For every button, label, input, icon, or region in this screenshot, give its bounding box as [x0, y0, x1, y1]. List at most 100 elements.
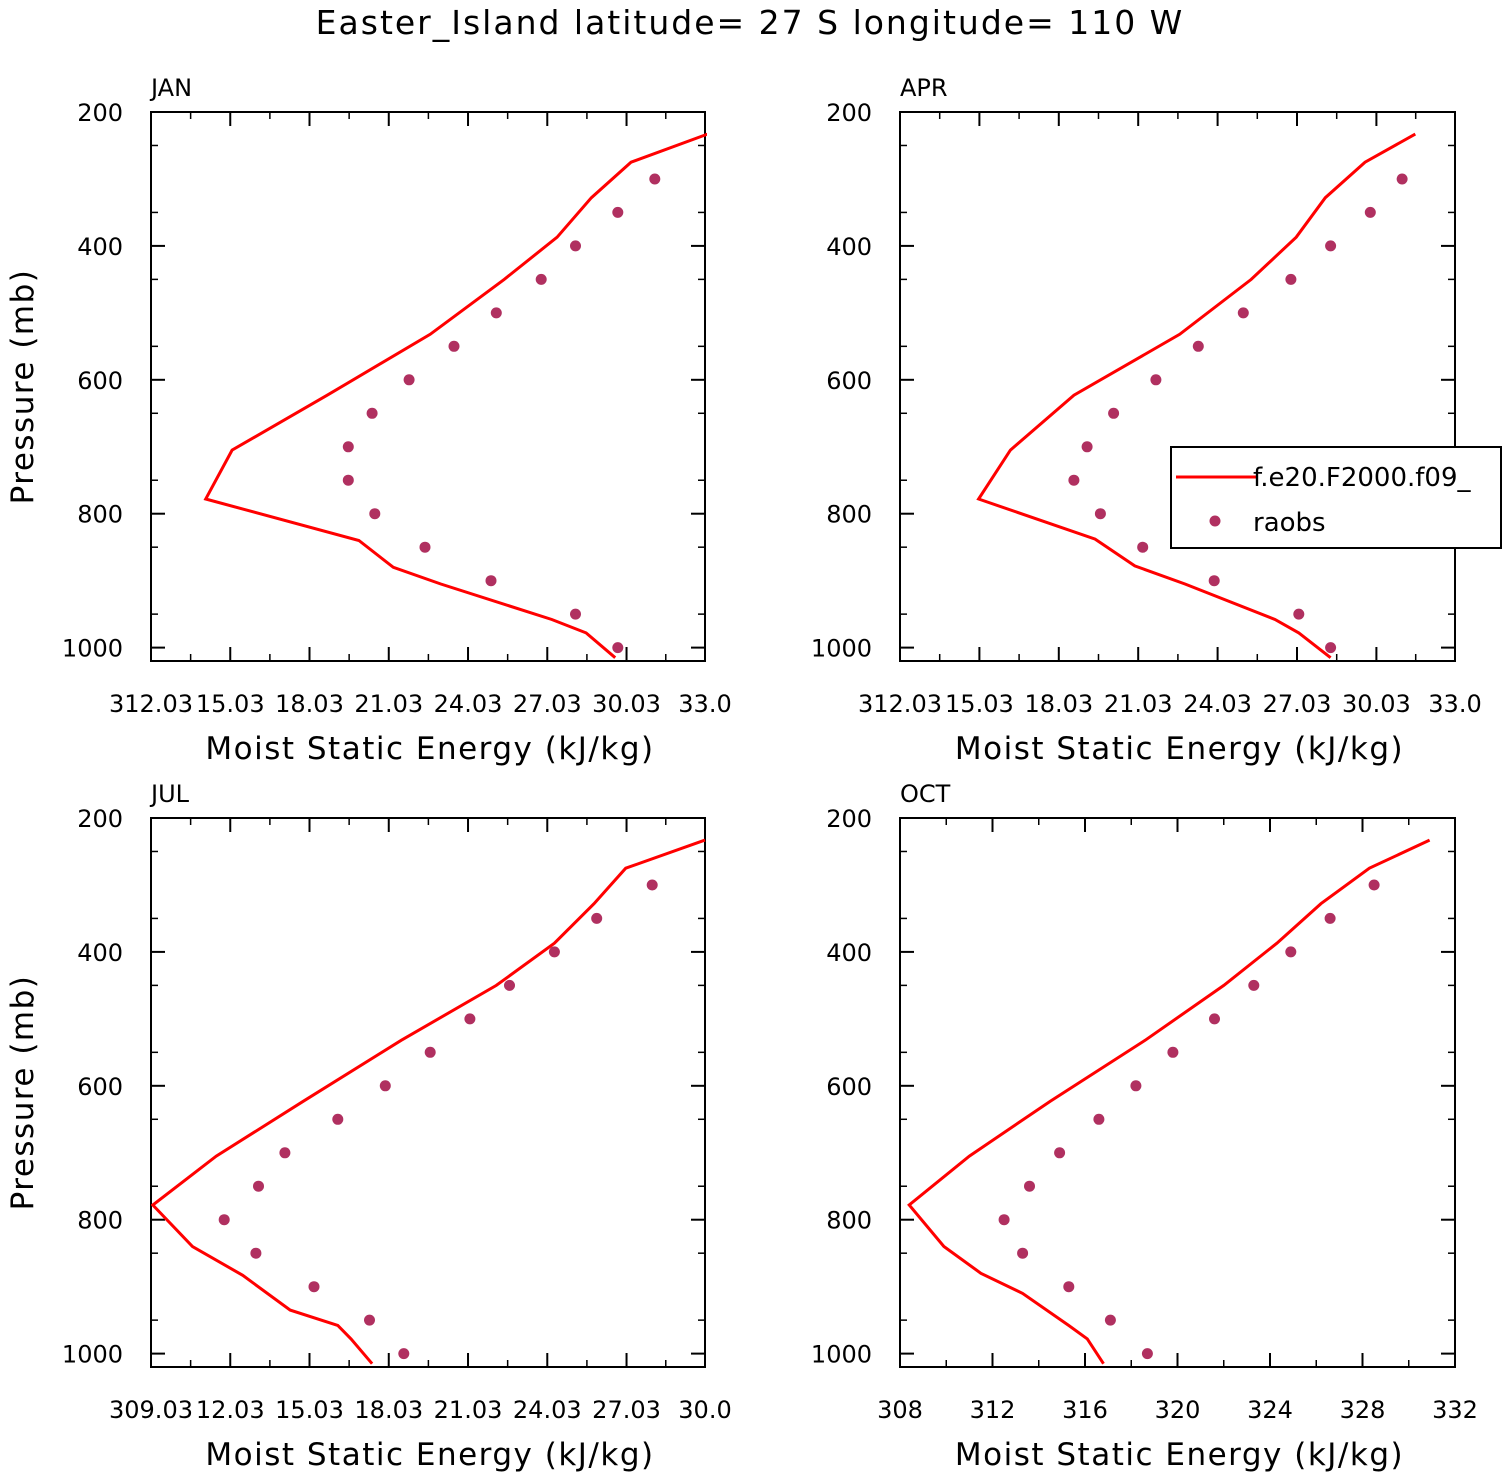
raobs-point — [1017, 1247, 1029, 1259]
raobs-point — [649, 173, 661, 185]
x-tick-label: 30.03 — [592, 690, 661, 718]
raobs-point — [398, 1348, 410, 1360]
raobs-point — [646, 879, 658, 891]
plot-frame — [899, 111, 1456, 662]
x-axis-label: Moist Static Energy (kJ/kg) — [205, 1437, 654, 1473]
raobs-point — [250, 1247, 262, 1259]
raobs-point — [535, 273, 547, 285]
x-tick-label: 15.03 — [945, 690, 1014, 718]
raobs-point — [1209, 1013, 1220, 1025]
raobs-point — [366, 407, 378, 419]
y-tick-label: 800 — [826, 1207, 872, 1235]
x-tick-label: 18.03 — [1024, 690, 1093, 718]
raobs-point — [591, 912, 603, 924]
raobs-point — [1192, 340, 1204, 352]
raobs-point — [1285, 273, 1297, 285]
x-tick-label: 309.03 — [109, 1396, 193, 1424]
raobs-point — [279, 1147, 291, 1159]
raobs-point — [342, 441, 354, 453]
y-tick-label: 400 — [77, 233, 123, 261]
x-tick-label: 27.03 — [592, 1396, 661, 1424]
raobs-point — [464, 1013, 476, 1025]
raobs-point — [1130, 1080, 1142, 1092]
raobs-point — [1208, 575, 1220, 587]
legend-dot-label: raobs — [1253, 508, 1326, 538]
raobs-point — [424, 1046, 436, 1058]
raobs-point — [1150, 374, 1162, 386]
raobs-point — [342, 474, 354, 486]
raobs-point — [448, 340, 460, 352]
x-axis-label: Moist Static Energy (kJ/kg) — [955, 1437, 1404, 1473]
y-tick-label: 1000 — [62, 635, 123, 663]
model-series-line — [151, 838, 706, 1365]
y-axis-label: Pressure (mb) — [5, 269, 41, 505]
raobs-point — [1081, 441, 1093, 453]
x-tick-label: 312.03 — [109, 690, 193, 718]
raobs-point — [1285, 946, 1297, 958]
y-tick-label: 200 — [826, 99, 872, 127]
raobs-point — [364, 1314, 375, 1326]
y-tick-label: 800 — [77, 1207, 123, 1235]
x-tick-label: 320 — [1155, 1396, 1201, 1424]
x-tick-label: 15.03 — [275, 1396, 344, 1424]
raobs-point — [1094, 508, 1106, 520]
y-tick-label: 800 — [77, 501, 123, 529]
x-tick-label: 30.03 — [1342, 690, 1411, 718]
y-tick-label: 200 — [77, 99, 123, 127]
x-tick-label: 21.03 — [1104, 690, 1173, 718]
panel-apr: APR 200 400 600 800 1000 312.03 15.03 18.03 21.03… — [811, 74, 1482, 767]
panel-label: APR — [900, 74, 948, 102]
raobs-point — [485, 575, 497, 587]
model-series-line — [907, 838, 1431, 1365]
y-tick-label: 400 — [826, 233, 872, 261]
y-tick-label: 1000 — [62, 1341, 123, 1369]
y-tick-label: 600 — [77, 367, 123, 395]
raobs-point — [1293, 608, 1305, 620]
raobs-point — [1024, 1180, 1035, 1192]
legend-box — [1170, 446, 1502, 549]
x-tick-label: 18.03 — [354, 1396, 423, 1424]
legend-dot-swatch — [1209, 515, 1221, 527]
raobs-point — [1368, 879, 1380, 891]
x-tick-label: 21.03 — [354, 690, 423, 718]
x-tick-label: 316 — [1062, 1396, 1108, 1424]
x-tick-label: 15.03 — [196, 690, 265, 718]
y-tick-label: 800 — [826, 501, 872, 529]
raobs-point — [1137, 541, 1149, 553]
y-tick-label: 1000 — [811, 1341, 872, 1369]
x-tick-label: 24.03 — [1183, 690, 1252, 718]
panel-label: JAN — [149, 74, 192, 102]
x-tick-label: 328 — [1340, 1396, 1386, 1424]
raobs-point — [1054, 1147, 1066, 1159]
raobs-point — [332, 1113, 344, 1125]
raobs-point — [504, 979, 515, 991]
x-tick-label: 12.03 — [196, 1396, 265, 1424]
model-series-line — [203, 132, 707, 659]
panel-jan: JAN 200 400 600 800 1000 312.03 15.03 18.03 21.03… — [5, 74, 732, 767]
y-tick-label: 200 — [77, 805, 123, 833]
raobs-point — [1141, 1348, 1153, 1360]
panel-label: OCT — [900, 780, 951, 808]
x-tick-label: 24.03 — [434, 690, 503, 718]
y-tick-label: 1000 — [811, 635, 872, 663]
raobs-point — [490, 307, 502, 319]
raobs-point — [612, 642, 624, 654]
raobs-point — [379, 1080, 391, 1092]
panel-jul: JUL 200 400 600 800 1000 309.03 12.03 15.03 18.03… — [5, 780, 732, 1473]
raobs-point — [1068, 474, 1080, 486]
x-axis-label: Moist Static Energy (kJ/kg) — [205, 731, 654, 767]
raobs-point — [1167, 1046, 1179, 1058]
legend: f.e20.F2000.f09_raobs — [1170, 446, 1502, 549]
raobs-point — [1325, 642, 1337, 654]
y-tick-label: 600 — [826, 367, 872, 395]
y-tick-label: 200 — [826, 805, 872, 833]
x-tick-label: 18.03 — [275, 690, 344, 718]
plot-frame — [899, 817, 1456, 1368]
raobs-point — [369, 508, 381, 520]
raobs-point — [1237, 307, 1249, 319]
legend-line-label: f.e20.F2000.f09_ — [1253, 463, 1471, 493]
figure-title: Easter_Island latitude= 27 S longitude= … — [316, 3, 1185, 42]
